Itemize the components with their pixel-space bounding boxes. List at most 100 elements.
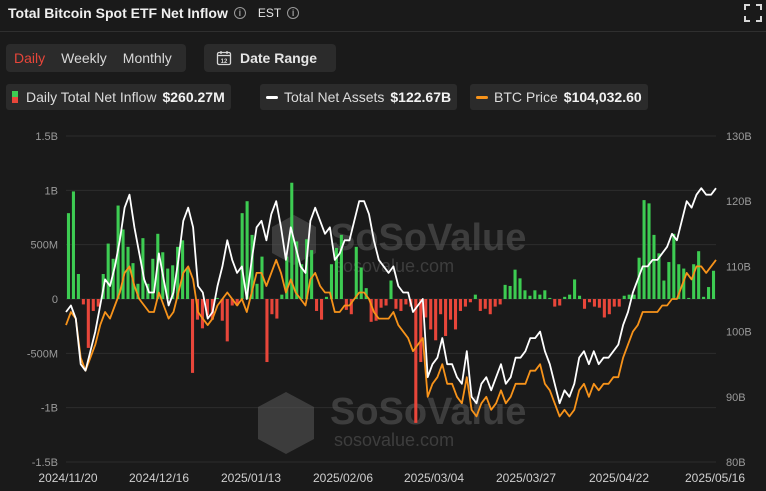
- inflow-bar: [642, 200, 646, 299]
- inflow-bar: [533, 290, 537, 299]
- inflow-bar: [275, 299, 279, 319]
- inflow-bar: [414, 299, 418, 423]
- inflow-bar: [662, 280, 666, 299]
- legend-item-btc-price[interactable]: BTC Price $104,032.60: [470, 84, 648, 110]
- inflow-bar: [473, 294, 477, 299]
- info-icon[interactable]: i: [233, 7, 246, 19]
- watermark: SoSoValue sosovalue.com SoSoValue sosova…: [258, 215, 526, 454]
- inflow-bar: [503, 284, 507, 299]
- tab-monthly[interactable]: Monthly: [122, 50, 172, 66]
- inflow-bar: [652, 234, 656, 299]
- legend-item-net-inflow[interactable]: Daily Total Net Inflow $260.27M: [6, 84, 231, 110]
- inflow-bar: [364, 288, 368, 299]
- inflow-bar: [548, 297, 552, 299]
- legend-value: $122.67B: [390, 89, 452, 105]
- inflow-bar: [468, 299, 472, 303]
- inflow-bar: [592, 299, 596, 307]
- inflow-bar: [573, 279, 577, 299]
- inflow-bar: [707, 287, 711, 299]
- inflow-bar: [711, 270, 716, 299]
- inflow-bar: [270, 299, 274, 315]
- legend-value: $104,032.60: [563, 89, 642, 105]
- y-tick-label-right: 130B: [726, 131, 752, 143]
- inflow-bar: [260, 256, 264, 299]
- inflow-bar: [702, 296, 706, 299]
- fullscreen-icon[interactable]: [744, 4, 762, 22]
- inflow-bar: [384, 299, 388, 306]
- inflow-bar: [344, 299, 348, 310]
- inflow-bar: [582, 299, 587, 309]
- inflow-bar: [176, 246, 180, 299]
- tab-daily[interactable]: Daily: [14, 50, 46, 66]
- inflow-bar: [255, 283, 259, 299]
- inflow-bar: [71, 191, 75, 299]
- inflow-bar: [106, 243, 110, 299]
- inflow-bar: [518, 278, 522, 299]
- tab-weekly[interactable]: Weekly: [61, 50, 107, 66]
- inflow-bar: [200, 299, 204, 329]
- y-tick-label-right: 90B: [726, 392, 746, 404]
- legend-label: Total Net Assets: [284, 89, 385, 105]
- y-tick-label-left: 1B: [45, 185, 58, 197]
- inflow-bar: [300, 264, 304, 299]
- x-tick-label: 2025/03/04: [404, 471, 464, 485]
- y-tick-label-right: 120B: [726, 196, 752, 208]
- y-tick-label-left: 1.5B: [35, 131, 58, 143]
- page-title: Total Bitcoin Spot ETF Net Inflow: [8, 5, 228, 21]
- inflow-bar: [697, 251, 701, 299]
- net-assets-swatch: [266, 95, 278, 99]
- inflow-bar: [399, 299, 403, 311]
- inflow-bar: [339, 234, 343, 299]
- inflow-bar: [424, 299, 428, 318]
- timezone-info-icon[interactable]: i: [287, 7, 300, 19]
- y-tick-label-left: 500M: [30, 240, 58, 252]
- x-tick-label: 2025/02/06: [313, 471, 373, 485]
- inflow-bar: [498, 299, 502, 305]
- x-tick-label: 2025/01/13: [221, 471, 281, 485]
- inflow-bar: [478, 299, 482, 311]
- inflow-bar: [523, 290, 527, 299]
- chart-lines: [65, 187, 717, 418]
- legend-item-net-assets[interactable]: Total Net Assets $122.67B: [260, 84, 458, 110]
- btc-price-swatch: [476, 95, 488, 99]
- inflow-bar: [394, 299, 398, 309]
- y-tick-label-left: 0: [52, 294, 58, 306]
- inflow-bar: [166, 268, 170, 299]
- chart-header: Total Bitcoin Spot ETF Net Inflow i EST …: [8, 4, 300, 22]
- inflow-bar: [449, 299, 453, 320]
- inflow-bar: [692, 264, 696, 299]
- inflow-bar: [81, 299, 85, 305]
- inflow-bar: [419, 299, 423, 363]
- inflow-bar: [602, 299, 606, 318]
- date-range-button[interactable]: 12 Date Range: [204, 44, 336, 72]
- inflow-bar: [151, 258, 155, 299]
- inflow-bar: [488, 299, 492, 315]
- y-tick-label-left: -1B: [41, 403, 58, 415]
- inflow-bar: [483, 299, 487, 309]
- inflow-bar: [453, 299, 458, 330]
- interval-tabs: Daily Weekly Monthly: [6, 44, 186, 72]
- inflow-bar: [126, 246, 130, 299]
- inflow-bar: [578, 295, 582, 299]
- inflow-bar: [429, 299, 433, 330]
- inflow-bar: [250, 234, 254, 299]
- watermark-brand-bottom: SoSoValue: [330, 391, 526, 433]
- inflow-bar: [667, 262, 671, 299]
- y-tick-label-left: -500M: [27, 348, 58, 360]
- inflow-swatch: [12, 91, 18, 103]
- inflow-bar: [91, 299, 95, 311]
- inflow-bar: [568, 294, 572, 299]
- inflow-bar: [285, 256, 289, 299]
- inflow-bar: [171, 265, 175, 299]
- inflow-bar: [508, 285, 512, 299]
- y-axis-left: 1.5B 1B 500M 0 -500M -1B -1.5B: [27, 131, 58, 469]
- inflow-bar: [622, 295, 626, 299]
- inflow-bar: [404, 299, 408, 305]
- inflow-bar: [528, 295, 532, 299]
- inflow-bar: [295, 241, 299, 299]
- x-tick-label: 2025/05/16: [685, 471, 745, 485]
- svg-text:12: 12: [221, 59, 228, 65]
- inflow-bar: [220, 299, 224, 321]
- inflow-bar: [543, 290, 547, 299]
- inflow-bar: [493, 299, 497, 307]
